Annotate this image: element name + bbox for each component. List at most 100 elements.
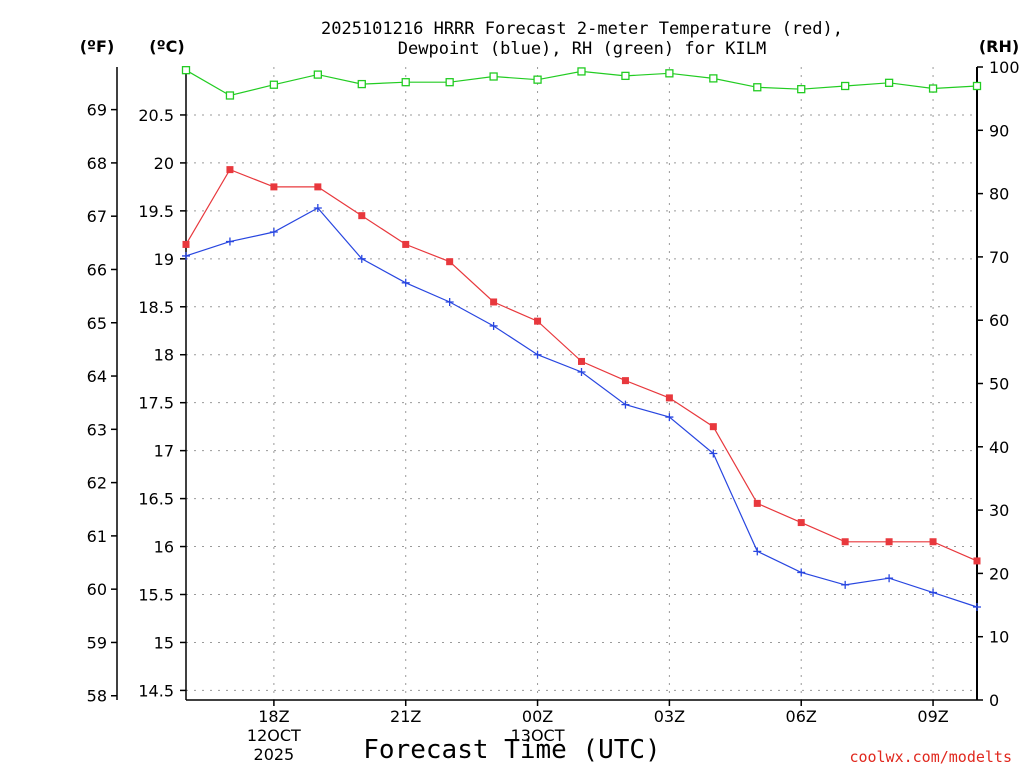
fahrenheit-tick-label: 63 [87, 420, 107, 439]
rh-point [972, 81, 982, 91]
x-tick-date: 13OCT [511, 726, 565, 745]
temperature-point [665, 394, 673, 402]
rh-axis-header: (RH) [979, 37, 1019, 56]
fahrenheit-tick-label: 67 [87, 207, 107, 226]
temperature-point [490, 298, 498, 306]
fahrenheit-tick-label: 68 [87, 154, 107, 173]
rh-tick-label: 50 [989, 375, 1009, 394]
rh-point [313, 70, 322, 79]
temperature-point [841, 538, 849, 546]
celsius-tick-label: 15.5 [138, 586, 174, 605]
dewpoint-point [401, 278, 410, 287]
rh-tick-label: 60 [989, 311, 1009, 330]
dewpoint-point [182, 251, 190, 260]
rh-point [797, 85, 806, 94]
dewpoint-point [489, 321, 498, 330]
x-tick-year: 2025 [254, 745, 295, 764]
temperature-point [797, 519, 805, 527]
celsius-tick-label: 19 [154, 250, 174, 269]
temperature-point [709, 423, 717, 431]
temperature-point [314, 183, 322, 191]
celsius-tick-label: 18.5 [138, 298, 174, 317]
rh-point [884, 78, 894, 87]
temperature-point [402, 240, 410, 248]
rh-point [357, 79, 366, 89]
x-tick-label: 06Z [786, 707, 817, 726]
fahrenheit-tick-label: 58 [87, 687, 107, 706]
dewpoint-point [797, 568, 806, 577]
chart-title-line1: 2025101216 HRRR Forecast 2-meter Tempera… [321, 19, 843, 39]
dewpoint-point [357, 254, 366, 263]
dewpoint-point [269, 227, 278, 236]
dewpoint-line [185, 207, 978, 608]
dewpoint-point [225, 237, 234, 246]
rh-point [489, 72, 498, 81]
rh-point [841, 81, 850, 91]
celsius-tick-label: 16.5 [138, 490, 174, 509]
x-tick-date: 12OCT [247, 726, 301, 745]
rh-point [577, 67, 586, 76]
dewpoint-point [313, 203, 322, 212]
temperature-point [358, 212, 366, 220]
rh-tick-label: 100 [989, 58, 1020, 77]
rh-point [621, 71, 630, 81]
x-axis-label: Forecast Time (UTC) [363, 735, 660, 765]
dewpoint-point [973, 602, 981, 611]
rh-point [445, 78, 454, 87]
x-tick-label: 21Z [390, 707, 421, 726]
rh-tick-label: 20 [989, 564, 1009, 583]
temperature-point [446, 258, 454, 266]
x-tick-label: 18Z [258, 707, 289, 726]
fahrenheit-tick-label: 62 [87, 474, 107, 493]
celsius-tick-label: 20.5 [138, 106, 174, 125]
rh-tick-label: 80 [989, 185, 1009, 204]
dewpoint-point [533, 350, 542, 359]
data-series [181, 66, 982, 611]
temperature-point [270, 183, 278, 191]
fahrenheit-tick-label: 59 [87, 633, 107, 652]
dewpoint-point [665, 413, 674, 422]
temperature-point [753, 499, 761, 507]
dewpoint-point [753, 547, 762, 556]
dewpoint-point [885, 574, 894, 583]
rh-tick-label: 70 [989, 248, 1009, 267]
fahrenheit-axis-header: (ºF) [80, 37, 115, 56]
temperature-point [534, 317, 542, 325]
x-tick-label: 03Z [654, 707, 685, 726]
rh-tick-label: 0 [989, 691, 999, 710]
temperature-point [578, 357, 585, 365]
rh-point [533, 75, 542, 84]
grid-lines [186, 67, 977, 700]
dewpoint-point [445, 297, 454, 306]
fahrenheit-tick-label: 69 [87, 101, 107, 120]
fahrenheit-tick-label: 60 [87, 580, 107, 599]
credit-text: coolwx.com/modelts [849, 748, 1012, 766]
temperature-point [973, 557, 981, 565]
rh-point [401, 78, 410, 87]
dewpoint-point [577, 367, 586, 376]
dewpoint-point [841, 580, 850, 589]
celsius-tick-label: 19.5 [138, 202, 174, 221]
rh-point [928, 84, 938, 93]
x-tick-label: 09Z [917, 707, 948, 726]
temperature-point [621, 377, 629, 385]
temperature-point [929, 538, 937, 546]
rh-point [225, 91, 235, 100]
temperature-point [182, 240, 190, 248]
fahrenheit-tick-label: 64 [87, 367, 107, 386]
fahrenheit-tick-label: 61 [87, 527, 107, 546]
celsius-tick-label: 18 [154, 346, 174, 365]
temperature-line [185, 168, 978, 562]
rh-point [709, 74, 718, 83]
rh-point [753, 83, 762, 92]
chart-title-line2: Dewpoint (blue), RH (green) for KILM [398, 39, 766, 59]
temperature-point [226, 166, 234, 174]
rh-tick-label: 10 [989, 628, 1009, 647]
dewpoint-point [709, 449, 718, 458]
fahrenheit-tick-label: 66 [87, 260, 107, 279]
dewpoint-point [929, 588, 938, 597]
x-tick-label: 00Z [522, 707, 553, 726]
celsius-tick-label: 17 [154, 442, 174, 461]
dewpoint-point [621, 400, 630, 409]
